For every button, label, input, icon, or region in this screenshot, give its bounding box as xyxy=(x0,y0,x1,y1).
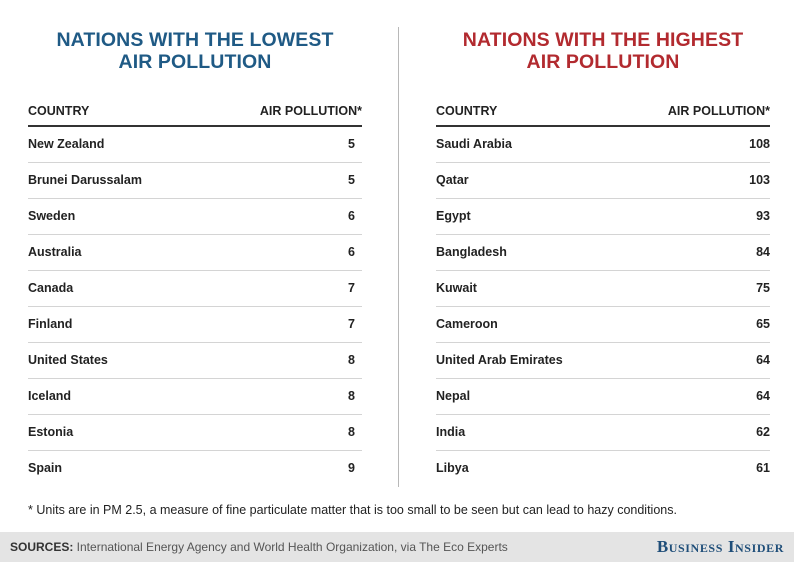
table-row: Qatar 103 xyxy=(436,162,770,199)
table-row: Spain 9 xyxy=(28,450,362,486)
lowest-title-line1: NATIONS WITH THE LOWEST xyxy=(56,29,334,51)
country-cell: Kuwait xyxy=(436,270,621,307)
table-row: Brunei Darussalam 5 xyxy=(28,162,362,199)
country-cell: Canada xyxy=(28,270,205,307)
country-cell: Sweden xyxy=(28,198,205,235)
lowest-pollution-title: NATIONS WITH THE LOWEST AIR POLLUTION xyxy=(28,0,362,100)
sources-line: SOURCES: International Energy Agency and… xyxy=(10,540,508,554)
country-cell: Egypt xyxy=(436,198,621,235)
highest-title-line2: AIR POLLUTION xyxy=(526,51,680,73)
country-cell: United States xyxy=(28,342,205,379)
highest-pollution-table: COUNTRY AIR POLLUTION* Saudi Arabia 108 Q… xyxy=(436,100,770,486)
table-row: Finland 7 xyxy=(28,306,362,343)
lowest-pollution-table: COUNTRY AIR POLLUTION* New Zealand 5 Brun… xyxy=(28,100,362,486)
country-cell: India xyxy=(436,414,621,451)
table-row: Egypt 93 xyxy=(436,198,770,235)
value-cell: 5 xyxy=(204,126,362,163)
table-header-row: COUNTRY AIR POLLUTION* xyxy=(28,100,362,127)
country-cell: United Arab Emirates xyxy=(436,342,621,379)
lowest-pollution-panel: NATIONS WITH THE LOWEST AIR POLLUTION CO… xyxy=(28,0,362,486)
highest-pollution-title: NATIONS WITH THE HIGHEST AIR POLLUTION xyxy=(436,0,770,100)
country-cell: Nepal xyxy=(436,378,621,415)
country-cell: New Zealand xyxy=(28,126,205,163)
value-cell: 93 xyxy=(620,198,770,235)
table-row: Saudi Arabia 108 xyxy=(436,126,770,163)
value-cell: 64 xyxy=(620,378,770,415)
value-cell: 5 xyxy=(204,162,362,199)
value-cell: 64 xyxy=(620,342,770,379)
table-row: United States 8 xyxy=(28,342,362,379)
table-row: Kuwait 75 xyxy=(436,270,770,307)
sources-label: SOURCES: xyxy=(10,540,74,554)
country-cell: Bangladesh xyxy=(436,234,621,271)
country-cell: Brunei Darussalam xyxy=(28,162,205,199)
value-cell: 7 xyxy=(204,270,362,307)
country-cell: Qatar xyxy=(436,162,621,199)
value-cell: 8 xyxy=(204,414,362,451)
table-row: Sweden 6 xyxy=(28,198,362,235)
table-row: Libya 61 xyxy=(436,450,770,486)
value-cell: 7 xyxy=(204,306,362,343)
sources-text: International Energy Agency and World He… xyxy=(73,540,508,554)
table-row: Nepal 64 xyxy=(436,378,770,415)
country-cell: Spain xyxy=(28,461,63,476)
value-cell: 75 xyxy=(620,270,770,307)
country-cell: Iceland xyxy=(28,378,205,415)
value-cell: 108 xyxy=(620,126,770,163)
country-cell: Saudi Arabia xyxy=(436,126,621,163)
table-row: India 62 xyxy=(436,414,770,451)
country-cell: Estonia xyxy=(28,414,205,451)
footer-bar: SOURCES: International Energy Agency and… xyxy=(0,532,794,562)
value-cell: 65 xyxy=(620,306,770,343)
value-cell: 84 xyxy=(620,234,770,271)
value-cell: 6 xyxy=(204,198,362,235)
business-insider-logo: Business Insider xyxy=(656,537,784,556)
units-footnote: * Units are in PM 2.5, a measure of fine… xyxy=(28,503,677,517)
country-cell: Australia xyxy=(28,234,205,271)
value-cell: 8 xyxy=(204,342,362,379)
table-row: Australia 6 xyxy=(28,234,362,271)
table-header-row: COUNTRY AIR POLLUTION* xyxy=(436,100,770,127)
table-row: United Arab Emirates 64 xyxy=(436,342,770,379)
country-cell: Finland xyxy=(28,306,205,343)
value-cell: 9 xyxy=(348,461,355,476)
table-row: Cameroon 65 xyxy=(436,306,770,343)
highest-pollution-panel: NATIONS WITH THE HIGHEST AIR POLLUTION C… xyxy=(436,0,770,486)
table-row: Bangladesh 84 xyxy=(436,234,770,271)
value-cell: 6 xyxy=(204,234,362,271)
column-header-country: COUNTRY xyxy=(28,100,205,127)
table-row: Canada 7 xyxy=(28,270,362,307)
country-cell: Cameroon xyxy=(436,306,621,343)
value-cell: 62 xyxy=(620,414,770,451)
column-header-air-pollution: AIR POLLUTION* xyxy=(204,100,362,127)
highest-title-line1: NATIONS WITH THE HIGHEST xyxy=(462,29,744,51)
table-row: Iceland 8 xyxy=(28,378,362,415)
column-header-air-pollution: AIR POLLUTION* xyxy=(620,100,770,127)
country-cell: Libya xyxy=(436,461,469,476)
column-divider xyxy=(398,27,399,487)
value-cell: 103 xyxy=(620,162,770,199)
column-header-country: COUNTRY xyxy=(436,100,621,127)
table-row: New Zealand 5 xyxy=(28,126,362,163)
table-row: Estonia 8 xyxy=(28,414,362,451)
lowest-title-line2: AIR POLLUTION xyxy=(118,51,272,73)
value-cell: 8 xyxy=(204,378,362,415)
value-cell: 61 xyxy=(756,461,770,476)
